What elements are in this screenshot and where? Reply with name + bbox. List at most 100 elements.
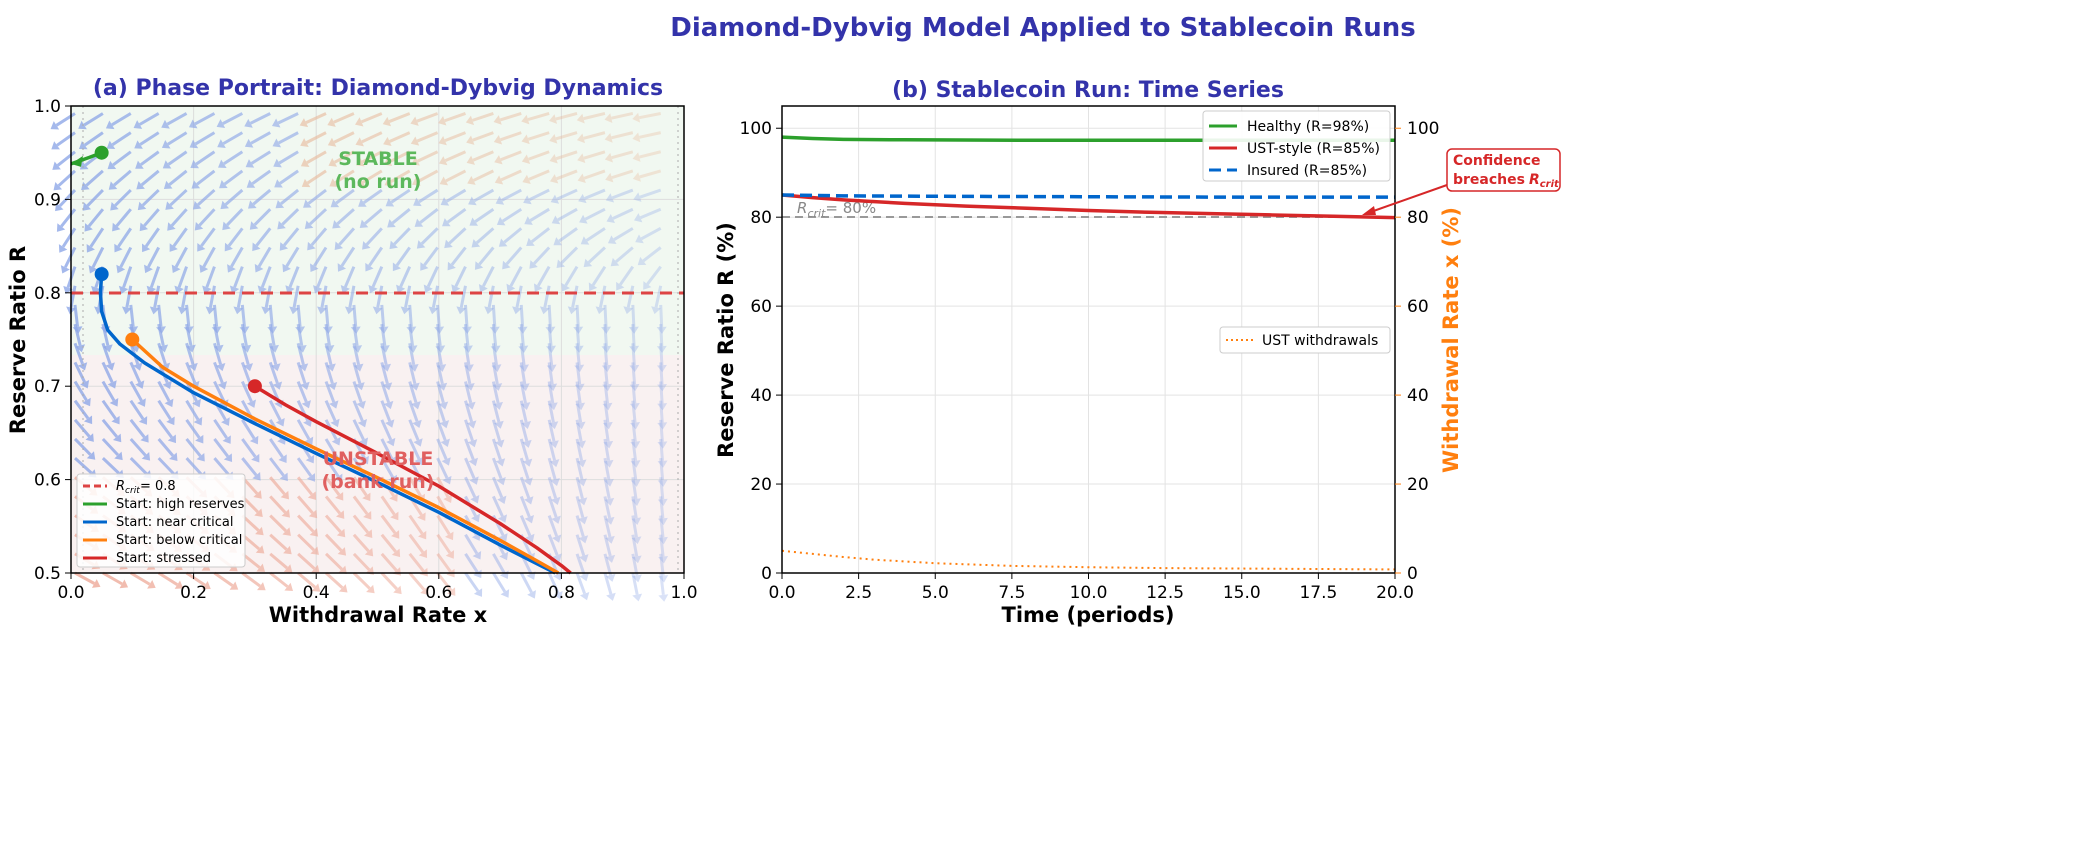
quiver-arrow: [362, 227, 383, 250]
quiver-arrow: [657, 496, 668, 526]
quiver-arrow: [604, 150, 634, 163]
quiver-arrow: [352, 495, 372, 520]
quiver-arrow: [213, 571, 239, 590]
quiver-arrow: [493, 131, 522, 145]
figure-title: Diamond-Dybvig Model Applied to Stableco…: [670, 13, 1415, 43]
quiver-arrow: [191, 169, 216, 189]
quiver-arrow: [408, 514, 427, 540]
axes-frame: [70, 105, 685, 574]
quiver-arrow: [408, 438, 424, 466]
quiver-arrow: [603, 438, 614, 468]
quiver-arrow: [136, 169, 160, 190]
quiver-arrow: [118, 266, 133, 295]
quiver-arrow: [188, 112, 216, 129]
quiver-arrow: [165, 188, 188, 210]
quiver-arrow: [197, 227, 216, 252]
quiver-arrow: [269, 533, 292, 555]
quiver-arrow: [556, 246, 579, 268]
x-tick-label: 0.0: [57, 583, 84, 603]
unstable-label-1: UNSTABLE: [323, 448, 434, 470]
quiver-arrow: [129, 418, 149, 443]
unstable-label-2: (bank run): [322, 471, 435, 493]
annotation-line-1: Confidence: [1453, 153, 1541, 169]
y-tick-label: 0.5: [34, 564, 61, 584]
quiver-arrow: [491, 457, 506, 486]
quiver-arrow: [491, 400, 504, 429]
quiver-arrow: [304, 208, 328, 229]
quiver-arrow: [272, 131, 299, 148]
quiver-arrow: [469, 207, 495, 226]
quiver-arrow: [392, 246, 411, 272]
quiver-arrow: [549, 150, 578, 164]
panel-time-series: Rcrit= 80% 0.0 2.5 5.0 7.5 10.0 12.5 15.0 17.5 2…: [714, 78, 1561, 627]
quiver-arrow: [352, 400, 368, 428]
quiver-arrow: [519, 343, 530, 373]
quiver-arrow: [464, 572, 483, 597]
quiver-arrow: [492, 495, 508, 523]
trajectory-line: [253, 384, 572, 575]
quiver-arrow: [121, 285, 133, 315]
y-tick-label-right: 100: [1407, 119, 1439, 139]
quiver-arrow: [471, 227, 495, 248]
quiver-arrow: [307, 227, 328, 251]
x-tick-label: 12.5: [1146, 583, 1184, 603]
quiver-arrow: [464, 457, 479, 485]
quiver-arrow: [220, 188, 244, 210]
quiver-arrow: [603, 553, 616, 582]
quiver-arrow: [524, 207, 550, 225]
quiver-arrow: [112, 208, 132, 232]
quiver-arrow: [60, 246, 77, 274]
quiver-arrow: [162, 150, 188, 169]
quiver-arrow: [492, 572, 510, 598]
x-tick-label: 0.4: [303, 583, 330, 603]
quiver-arrow: [332, 208, 355, 229]
x-tick-label: 0.8: [548, 583, 575, 603]
quiver-arrow: [81, 169, 104, 191]
x-tick-label: 0.0: [768, 583, 795, 603]
quiver-arrow: [579, 207, 606, 224]
quiver-arrow: [605, 188, 634, 203]
quiver-arrow: [340, 266, 356, 294]
panel-b-title: (b) Stablecoin Run: Time Series: [892, 78, 1284, 103]
quiver-arrow: [575, 419, 587, 449]
quiver-arrow: [337, 246, 356, 272]
quiver-arrow: [547, 495, 561, 524]
quiver-arrow: [252, 227, 272, 252]
quiver-arrow: [227, 246, 244, 273]
quiver-arrow: [380, 514, 400, 539]
y-axis-label-b: Reserve Ratio R (%): [714, 222, 738, 458]
quiver-arrow: [601, 323, 612, 354]
quiver-arrow: [139, 208, 160, 232]
quiver-arrow: [519, 400, 532, 429]
quiver-arrow: [546, 323, 557, 353]
quiver-arrow: [436, 514, 454, 541]
y-tick-label: 0.8: [34, 284, 61, 304]
quiver-arrow: [629, 381, 640, 411]
y-tick-label: 0.6: [34, 471, 61, 491]
quiver-arrow: [185, 571, 211, 590]
y-tick-label-right: 60: [1407, 297, 1429, 317]
quiver-arrow: [296, 457, 316, 482]
quiver-arrow: [185, 399, 203, 426]
x-tick-label: 20.0: [1376, 583, 1414, 603]
quiver-arrow: [519, 495, 535, 524]
quiver-arrow: [519, 572, 536, 599]
quiver-arrow: [629, 324, 640, 354]
quiver-arrow: [303, 188, 327, 208]
quiver-arrow: [101, 380, 119, 407]
quiver-arrow: [573, 323, 584, 354]
quiver-arrow: [630, 419, 641, 449]
quiver-arrow: [546, 343, 557, 373]
quiver-arrow: [547, 419, 559, 449]
x-tick-label: 0.2: [180, 583, 207, 603]
quiver-arrow: [163, 169, 188, 190]
quiver-arrow: [494, 150, 522, 165]
quiver-arrow: [465, 112, 494, 126]
quiver-arrow: [275, 188, 300, 209]
quiver-arrow: [269, 457, 288, 482]
quiver-arrow: [440, 188, 467, 206]
quiver-arrow: [88, 246, 105, 274]
quiver-arrow: [84, 208, 105, 232]
quiver-arrow: [605, 169, 634, 183]
quiver-arrow: [491, 362, 503, 391]
